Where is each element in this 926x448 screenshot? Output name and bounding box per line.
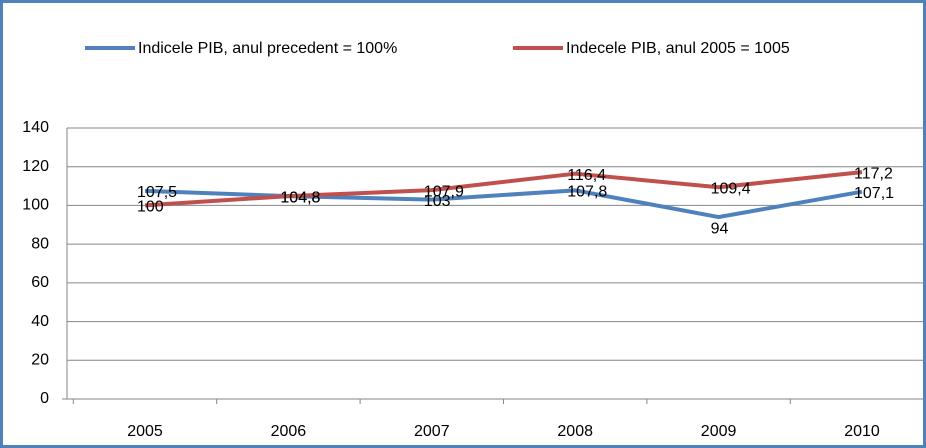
y-tick-label: 80 <box>31 235 49 252</box>
x-tick-label: 2009 <box>701 423 737 440</box>
legend-label: Indicele PIB, anul precedent = 100% <box>138 40 397 57</box>
data-label: 104,8 <box>280 189 320 206</box>
data-label: 107,5 <box>137 184 177 201</box>
y-tick-label: 20 <box>31 352 49 369</box>
y-tick-label: 40 <box>31 313 49 330</box>
x-tick-label: 2006 <box>271 423 307 440</box>
series-line <box>144 188 863 220</box>
data-label: 104,8 <box>280 189 320 206</box>
data-label: 109,4 <box>711 180 751 197</box>
data-label: 94 <box>711 220 729 237</box>
y-tick-label: 100 <box>22 197 49 214</box>
legend-label: Indecele PIB, anul 2005 = 1005 <box>566 40 790 57</box>
data-label: 107,8 <box>567 184 607 201</box>
data-label: 107,9 <box>424 183 464 200</box>
series-line <box>144 170 863 208</box>
x-tick-label: 2007 <box>414 423 450 440</box>
data-label: 103 <box>424 193 451 210</box>
y-tick-label: 0 <box>40 390 49 407</box>
x-tick-label: 2008 <box>557 423 593 440</box>
x-tick-label: 2005 <box>127 423 163 440</box>
y-tick-label: 60 <box>31 274 49 291</box>
data-label: 116,4 <box>567 167 606 184</box>
y-tick-label: 140 <box>22 119 49 136</box>
data-label: 117,2 <box>854 165 893 182</box>
data-label: 107,1 <box>854 185 894 202</box>
data-label: 100 <box>137 199 164 216</box>
y-tick-label: 120 <box>22 158 49 175</box>
x-tick-label: 2010 <box>844 423 880 440</box>
